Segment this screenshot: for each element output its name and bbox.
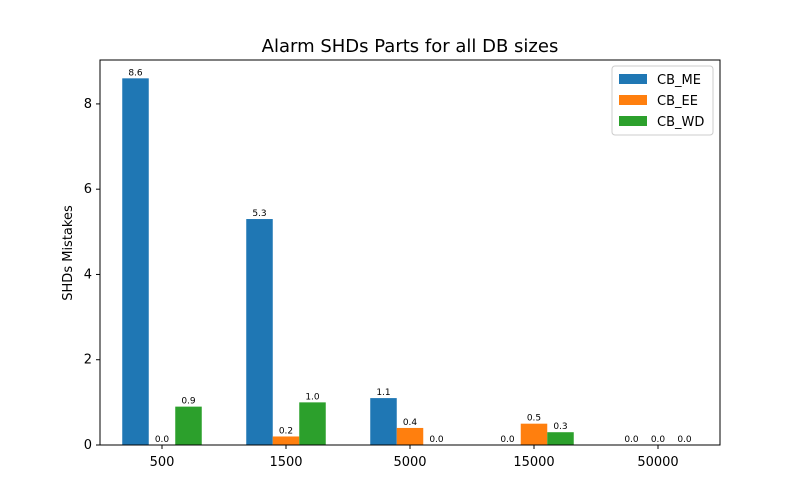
y-tick-label: 2 — [84, 353, 92, 368]
bar-CB_WD-1500 — [299, 402, 326, 445]
bar-CB_EE-15000 — [520, 423, 548, 445]
bar-value-label: 0.3 — [553, 422, 567, 432]
legend-label-CB_EE: CB_EE — [657, 94, 698, 109]
bar-value-label: 0.0 — [624, 435, 639, 445]
x-tick-label: 15000 — [513, 455, 554, 470]
bar-CB_ME-500 — [122, 78, 149, 445]
bar-value-label: 1.0 — [305, 392, 320, 402]
legend-swatch-CB_WD — [619, 116, 647, 126]
bar-value-label: 0.0 — [500, 435, 515, 445]
y-tick-label: 0 — [84, 438, 92, 453]
legend-label-CB_WD: CB_WD — [657, 115, 704, 130]
legend-swatch-CB_EE — [619, 95, 647, 105]
bar-value-label: 0.0 — [429, 435, 444, 445]
x-axis: 500 1500 5000 15000 50000 — [150, 445, 679, 470]
bar-CB_WD-500 — [175, 406, 202, 445]
legend-label-CB_ME: CB_ME — [657, 73, 701, 88]
y-tick-label: 6 — [84, 182, 92, 197]
bar-value-label: 0.0 — [651, 435, 666, 445]
bar-value-label: 0.9 — [181, 397, 196, 407]
x-tick-label: 500 — [150, 455, 175, 470]
chart-title: Alarm SHDs Parts for all DB sizes — [262, 36, 559, 57]
bar-CB_ME-5000 — [370, 398, 397, 445]
plot-frame — [99, 59, 721, 446]
y-axis: 0 2 4 6 8 — [84, 97, 100, 453]
bar-CB_EE-1500 — [272, 436, 300, 445]
bar-value-label: 0.0 — [677, 435, 692, 445]
bar-labels-group: 8.6 5.3 1.1 0.0 0.0 0.0 0.2 0.4 0.5 0.0 0.9 1.0 0.0 0… — [128, 68, 692, 445]
bar-value-label: 0.4 — [403, 418, 418, 428]
bar-value-label: 8.6 — [128, 68, 143, 78]
bar-value-label: 0.2 — [279, 426, 293, 436]
x-tick-label: 1500 — [269, 455, 302, 470]
bar-CB_EE-5000 — [396, 427, 424, 445]
y-tick-label: 8 — [84, 97, 92, 112]
x-tick-label: 50000 — [637, 455, 678, 470]
y-tick-label: 4 — [84, 267, 92, 282]
bar-value-label: 0.0 — [155, 435, 170, 445]
bars-group — [122, 78, 574, 445]
bar-value-label: 0.5 — [527, 414, 541, 424]
x-tick-label: 5000 — [393, 455, 426, 470]
bar-value-label: 5.3 — [252, 209, 266, 219]
bar-CB_ME-1500 — [246, 219, 273, 445]
y-axis-label: SHDs Mistakes — [61, 205, 76, 301]
legend: CB_ME CB_EE CB_WD — [611, 65, 714, 136]
legend-swatch-CB_ME — [619, 74, 647, 84]
bar-CB_WD-15000 — [547, 432, 574, 445]
bar-value-label: 1.1 — [376, 388, 390, 398]
